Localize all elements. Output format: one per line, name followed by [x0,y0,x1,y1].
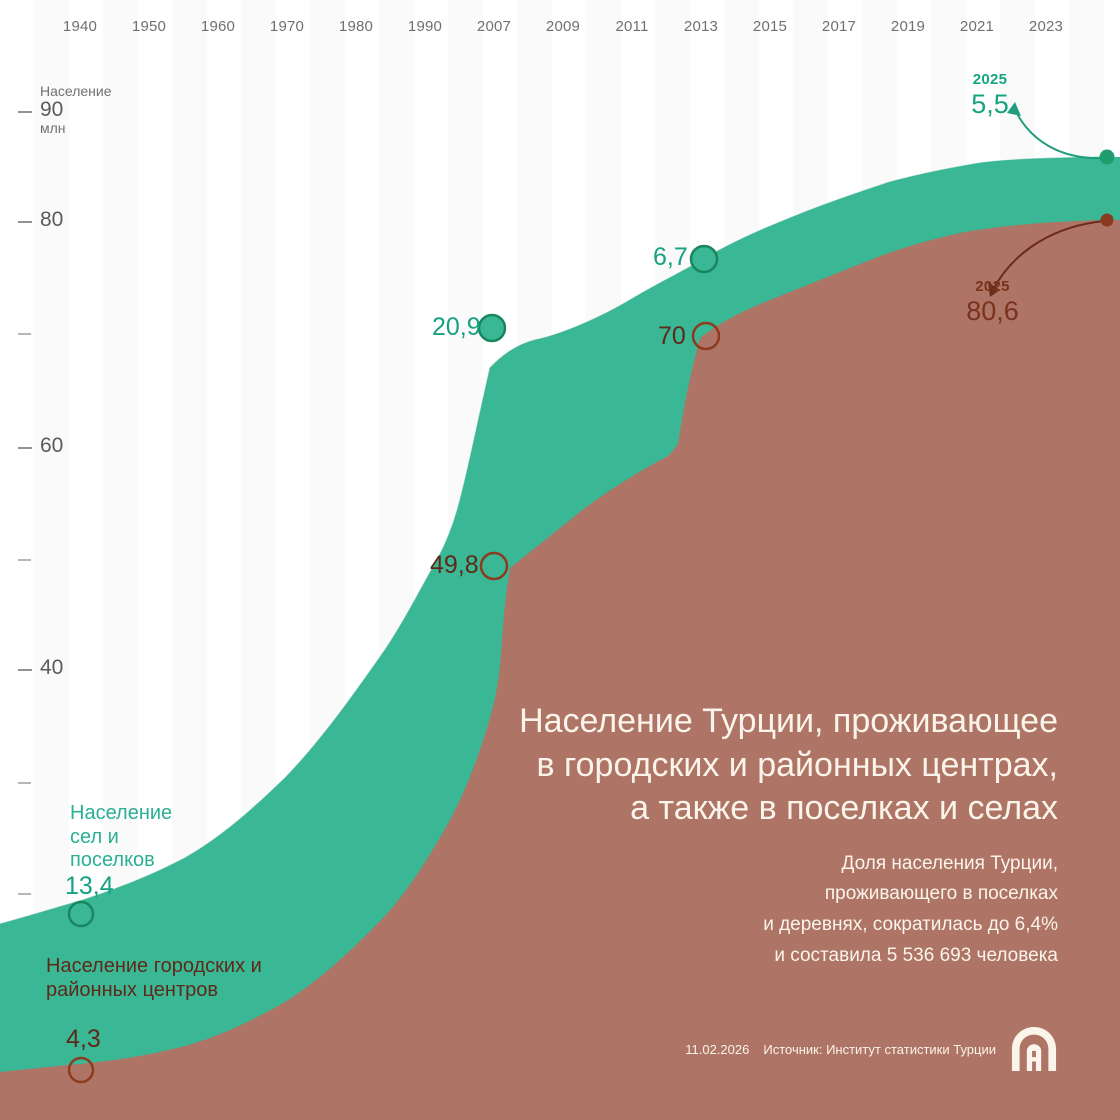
label-rural-1940: 13,4 [65,872,114,900]
x-tick-2021: 2021 [959,18,995,35]
y-tick-80: 80 [18,208,138,231]
y-tick-dash [18,333,31,335]
title-block: Население Турции, проживающее в городски… [438,700,1058,972]
annotation-rural-2025-year: 2025 [972,71,1008,88]
marker-urban-2025[interactable] [1100,213,1114,227]
y-tick-dash [18,893,31,895]
legend-urban: Население городских и районных центров [46,955,262,1002]
x-tick-1970: 1970 [269,18,305,35]
chart-subtitle-line4: и составила 5 536 693 человека [774,944,1058,966]
chart-title-line2: в городских и районных центрах, [536,745,1058,784]
urban-area-path [0,220,1120,1120]
y-tick-dash [18,111,32,113]
marker-urban-1940[interactable] [67,1056,95,1084]
chart-title-line1: Население Турции, проживающее [519,702,1058,740]
y-tick-90: 90 [18,98,138,121]
x-tick-2017: 2017 [821,18,857,35]
legend-rural: Население сел и поселков [70,802,172,873]
x-tick-1940: 1940 [62,18,98,35]
y-tick-20 [18,893,138,895]
legend-rural-line2: сел и [70,825,119,848]
x-tick-1990: 1990 [407,18,443,35]
x-tick-2013: 2013 [683,18,719,35]
marker-rural-2013[interactable] [689,244,719,274]
y-tick-40: 40 [18,656,138,679]
chart-subtitle-line2: проживающего в поселках [824,883,1058,905]
rural-arrow-head [1007,102,1021,116]
label-rural-2013: 6,7 [653,243,688,271]
annotation-rural-2025: 2025 5,5 [945,72,1035,118]
y-tick-30 [18,782,138,784]
footer-source: Источник: Институт статистики Турции [763,1041,996,1057]
label-urban-2013: 70 [658,322,686,350]
x-tick-2019: 2019 [890,18,926,35]
y-tick-dash [18,559,31,561]
legend-rural-line1: Население [70,802,173,824]
label-urban-2007: 49,8 [430,551,479,579]
x-tick-2009: 2009 [545,18,581,35]
y-tick-dash [18,782,31,784]
y-axis-caption: Население [40,83,112,99]
marker-urban-2013[interactable] [691,321,721,351]
urban-annotation-arrow [993,220,1105,289]
annotation-urban-2025: 2025 80,6 [945,279,1040,325]
rural-top-line [0,156,1108,925]
y-tick-dash [18,447,32,449]
x-tick-2015: 2015 [752,18,788,35]
y-tick-label-80: 80 [40,208,64,231]
label-rural-2007: 20,9 [432,313,481,341]
chart-subtitle-line3: и деревнях, сократилась до 6,4% [763,914,1058,936]
marker-urban-2007[interactable] [479,551,509,581]
footer: 11.02.2026 Источник: Институт статистики… [685,1026,1058,1072]
x-tick-1960: 1960 [200,18,236,35]
legend-urban-line2: районных центров [46,978,218,1001]
annotation-rural-2025-value: 5,5 [971,89,1009,119]
y-tick-70 [18,333,138,335]
y-tick-dash [18,221,32,223]
footer-date: 11.02.2026 [685,1041,750,1057]
y-tick-50 [18,559,138,561]
x-axis: 1940 1950 1960 1970 1980 1990 2007 2009 … [0,0,1120,46]
y-tick-label-60: 60 [40,434,64,457]
label-urban-1940: 4,3 [66,1025,101,1053]
y-tick-label-90: 90 [40,98,64,121]
marker-rural-1940[interactable] [67,900,95,928]
chart-title-line3: а также в поселках и селах [630,789,1058,828]
y-axis-unit: млн [40,120,66,136]
annotation-urban-2025-value: 80,6 [966,296,1019,326]
aa-logo-icon [1011,1026,1057,1072]
y-tick-60: 60 [18,434,138,457]
x-tick-2023: 2023 [1028,18,1064,35]
marker-rural-2025[interactable] [1099,149,1115,165]
urban-arrow-head [988,282,1000,297]
x-tick-2011: 2011 [615,18,649,35]
rural-annotation-arrow [1014,109,1105,160]
marker-rural-2007[interactable] [477,313,507,343]
annotation-urban-2025-year: 2025 [975,278,1010,295]
chart-subtitle: Доля населения Турции, проживающего в по… [438,849,1058,972]
x-tick-1980: 1980 [338,18,374,35]
chart-title: Население Турции, проживающее в городски… [438,700,1058,831]
x-tick-2007: 2007 [476,18,512,35]
y-tick-dash [18,669,32,671]
y-tick-label-40: 40 [40,656,64,679]
legend-urban-line1: Население городских и [46,955,262,977]
chart-subtitle-line1: Доля населения Турции, [841,852,1059,874]
x-tick-1950: 1950 [131,18,167,35]
legend-rural-line3: поселков [70,849,155,872]
